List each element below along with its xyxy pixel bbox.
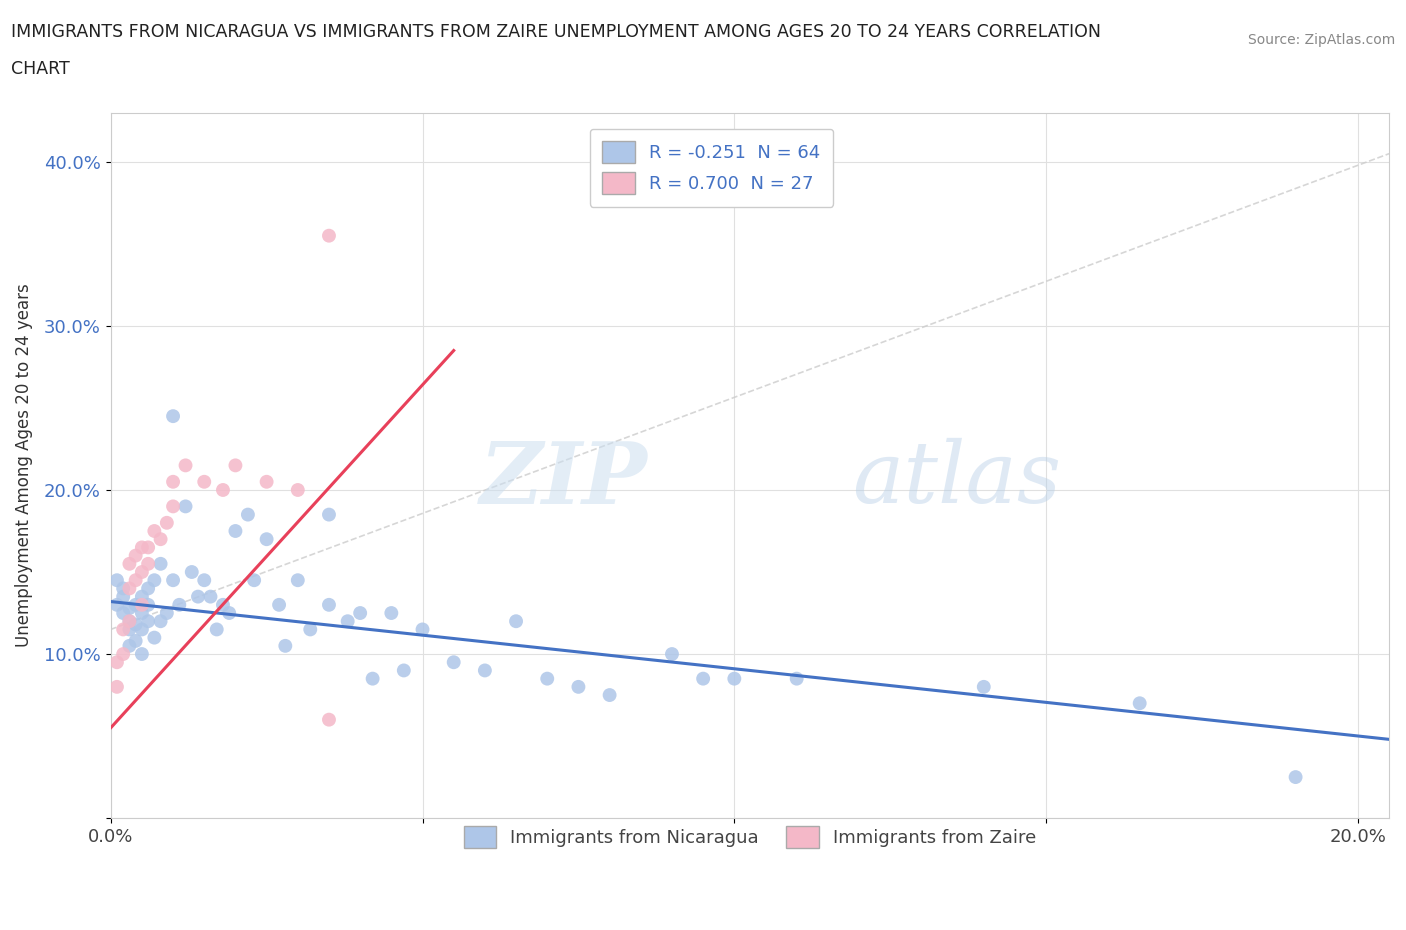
Point bbox=[118, 556, 141, 571]
Point bbox=[131, 565, 153, 579]
Point bbox=[256, 532, 278, 547]
Point bbox=[187, 590, 209, 604]
Point bbox=[162, 474, 184, 489]
Point bbox=[105, 655, 128, 670]
Point bbox=[156, 515, 179, 530]
Point bbox=[118, 614, 141, 629]
Point bbox=[474, 663, 496, 678]
Point bbox=[205, 622, 228, 637]
Point bbox=[118, 581, 141, 596]
Point bbox=[118, 638, 141, 653]
Point bbox=[118, 622, 141, 637]
Point bbox=[200, 590, 222, 604]
Point bbox=[136, 556, 159, 571]
Point bbox=[212, 597, 235, 612]
Point bbox=[599, 687, 621, 702]
Point bbox=[136, 614, 159, 629]
Point bbox=[105, 597, 128, 612]
Point bbox=[287, 483, 309, 498]
Point bbox=[162, 499, 184, 514]
Point bbox=[131, 622, 153, 637]
Point bbox=[256, 474, 278, 489]
Point bbox=[299, 622, 322, 637]
Point bbox=[380, 605, 402, 620]
Point bbox=[112, 605, 135, 620]
Text: IMMIGRANTS FROM NICARAGUA VS IMMIGRANTS FROM ZAIRE UNEMPLOYMENT AMONG AGES 20 TO: IMMIGRANTS FROM NICARAGUA VS IMMIGRANTS … bbox=[11, 23, 1101, 41]
Point bbox=[174, 458, 197, 472]
Point bbox=[318, 712, 340, 727]
Point bbox=[212, 483, 235, 498]
Point bbox=[136, 597, 159, 612]
Point bbox=[218, 605, 240, 620]
Point bbox=[118, 614, 141, 629]
Point bbox=[105, 573, 128, 588]
Point bbox=[136, 540, 159, 555]
Y-axis label: Unemployment Among Ages 20 to 24 years: Unemployment Among Ages 20 to 24 years bbox=[15, 284, 32, 647]
Point bbox=[692, 671, 714, 686]
Point bbox=[131, 605, 153, 620]
Point bbox=[536, 671, 558, 686]
Point bbox=[287, 573, 309, 588]
Point bbox=[193, 474, 215, 489]
Point bbox=[131, 540, 153, 555]
Point bbox=[124, 618, 146, 632]
Point bbox=[193, 573, 215, 588]
Point bbox=[124, 597, 146, 612]
Point bbox=[169, 597, 191, 612]
Point bbox=[336, 614, 359, 629]
Point bbox=[124, 573, 146, 588]
Point bbox=[267, 597, 290, 612]
Text: atlas: atlas bbox=[852, 438, 1062, 521]
Point bbox=[318, 597, 340, 612]
Point bbox=[162, 573, 184, 588]
Point bbox=[105, 680, 128, 695]
Point bbox=[162, 408, 184, 423]
Point bbox=[318, 228, 340, 243]
Point bbox=[174, 499, 197, 514]
Point bbox=[973, 680, 995, 695]
Point bbox=[112, 646, 135, 661]
Point bbox=[143, 631, 166, 645]
Point bbox=[349, 605, 371, 620]
Point bbox=[149, 532, 172, 547]
Point bbox=[274, 638, 297, 653]
Point bbox=[143, 524, 166, 538]
Point bbox=[143, 573, 166, 588]
Point bbox=[723, 671, 745, 686]
Point bbox=[236, 507, 259, 522]
Point bbox=[243, 573, 266, 588]
Point bbox=[124, 633, 146, 648]
Point bbox=[112, 622, 135, 637]
Point bbox=[1129, 696, 1152, 711]
Point bbox=[131, 597, 153, 612]
Point bbox=[786, 671, 808, 686]
Point bbox=[149, 556, 172, 571]
Point bbox=[118, 601, 141, 616]
Legend: Immigrants from Nicaragua, Immigrants from Zaire: Immigrants from Nicaragua, Immigrants fr… bbox=[453, 815, 1047, 858]
Point bbox=[361, 671, 384, 686]
Point bbox=[112, 590, 135, 604]
Point bbox=[505, 614, 527, 629]
Point bbox=[156, 605, 179, 620]
Point bbox=[149, 614, 172, 629]
Point bbox=[392, 663, 415, 678]
Point bbox=[124, 548, 146, 563]
Text: CHART: CHART bbox=[11, 60, 70, 78]
Point bbox=[180, 565, 202, 579]
Point bbox=[136, 581, 159, 596]
Point bbox=[661, 646, 683, 661]
Point bbox=[224, 458, 246, 472]
Point bbox=[131, 590, 153, 604]
Point bbox=[318, 507, 340, 522]
Point bbox=[224, 524, 246, 538]
Point bbox=[567, 680, 589, 695]
Text: Source: ZipAtlas.com: Source: ZipAtlas.com bbox=[1247, 33, 1395, 46]
Point bbox=[412, 622, 434, 637]
Point bbox=[131, 646, 153, 661]
Point bbox=[443, 655, 465, 670]
Text: ZIP: ZIP bbox=[479, 438, 648, 521]
Point bbox=[1284, 770, 1306, 785]
Point bbox=[112, 581, 135, 596]
